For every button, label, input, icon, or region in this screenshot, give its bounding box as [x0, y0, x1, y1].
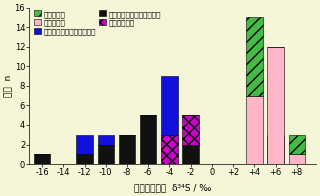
Bar	[34, 154, 50, 164]
Bar	[182, 115, 199, 145]
Y-axis label: 件数  n: 件数 n	[4, 75, 13, 97]
Bar	[161, 135, 178, 164]
Bar	[161, 76, 178, 135]
Bar	[182, 145, 199, 164]
Bar	[289, 154, 305, 164]
Bar	[246, 96, 262, 164]
Bar	[140, 115, 156, 164]
Bar	[119, 135, 135, 164]
X-axis label: 硯黄同位対比  δ³⁴S / ‰: 硯黄同位対比 δ³⁴S / ‰	[134, 183, 211, 192]
Legend: 脈状重晶石, 層状重晶石, 脈状重晶石内の微小黄鉄鉱, 層状重晶石内の微小黄鉄鉱, 黄鉄鉱ラミナ: 脈状重晶石, 層状重晶石, 脈状重晶石内の微小黄鉄鉱, 層状重晶石内の微小黄鉄鉱…	[33, 10, 162, 36]
Bar	[267, 135, 284, 164]
Bar	[76, 154, 93, 164]
Bar	[246, 17, 262, 96]
Bar	[98, 135, 114, 145]
Bar	[267, 47, 284, 164]
Bar	[98, 145, 114, 164]
Bar	[76, 135, 93, 154]
Bar	[289, 135, 305, 154]
